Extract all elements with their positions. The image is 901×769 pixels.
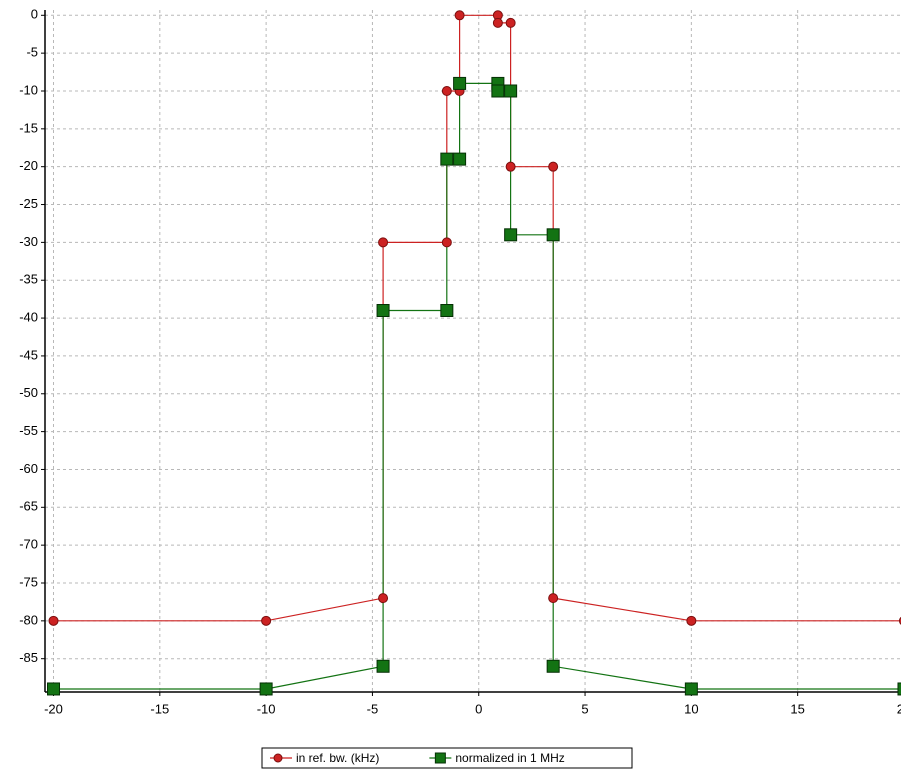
legend-marker: [434, 752, 446, 764]
y-tick-label: -35: [19, 272, 38, 287]
y-tick-label: -10: [19, 82, 38, 97]
marker: [440, 152, 454, 166]
y-tick-label: -85: [19, 650, 38, 665]
marker: [376, 659, 390, 673]
marker: [376, 304, 390, 318]
y-tick-label: -55: [19, 423, 38, 438]
y-tick-label: -60: [19, 461, 38, 476]
y-tick-label: -50: [19, 385, 38, 400]
legend: in ref. bw. (kHz) normalized in 1 MHz: [261, 747, 633, 769]
marker: [548, 161, 559, 172]
marker: [259, 682, 273, 696]
x-tick-label: -5: [367, 701, 379, 716]
marker: [492, 17, 503, 28]
x-tick-label: -10: [257, 701, 276, 716]
series-line: [53, 82, 901, 690]
marker: [261, 615, 272, 626]
marker: [441, 85, 452, 96]
marker: [546, 659, 560, 673]
marker: [48, 615, 59, 626]
y-tick-label: -20: [19, 158, 38, 173]
legend-marker: [273, 753, 283, 763]
marker: [505, 161, 516, 172]
marker: [684, 682, 698, 696]
legend-label: normalized in 1 MHz: [455, 751, 564, 765]
marker: [440, 304, 454, 318]
y-tick-label: -80: [19, 612, 38, 627]
marker: [491, 84, 505, 98]
y-tick-label: -75: [19, 574, 38, 589]
marker: [505, 17, 516, 28]
marker: [546, 228, 560, 242]
legend-label: in ref. bw. (kHz): [296, 751, 379, 765]
marker: [47, 682, 61, 696]
marker: [897, 682, 901, 696]
y-tick-label: -5: [26, 45, 38, 60]
y-tick-label: -45: [19, 347, 38, 362]
x-tick-label: -15: [150, 701, 169, 716]
x-tick-label: 15: [790, 701, 804, 716]
x-tick-label: -20: [44, 701, 63, 716]
x-tick-label: 10: [684, 701, 698, 716]
y-tick-label: -15: [19, 120, 38, 135]
y-tick-label: -25: [19, 196, 38, 211]
y-tick-label: 0: [31, 7, 38, 22]
marker: [441, 237, 452, 248]
y-tick-label: -65: [19, 499, 38, 514]
marker: [453, 76, 467, 90]
marker: [378, 593, 389, 604]
marker: [453, 152, 467, 166]
x-tick-label: 20: [897, 701, 901, 716]
marker: [504, 228, 518, 242]
marker: [548, 593, 559, 604]
marker: [504, 84, 518, 98]
marker: [686, 615, 697, 626]
y-tick-label: -40: [19, 310, 38, 325]
marker: [378, 237, 389, 248]
y-tick-label: -30: [19, 234, 38, 249]
marker: [454, 10, 465, 21]
x-tick-label: 0: [475, 701, 482, 716]
x-tick-label: 5: [581, 701, 588, 716]
y-tick-label: -70: [19, 537, 38, 552]
